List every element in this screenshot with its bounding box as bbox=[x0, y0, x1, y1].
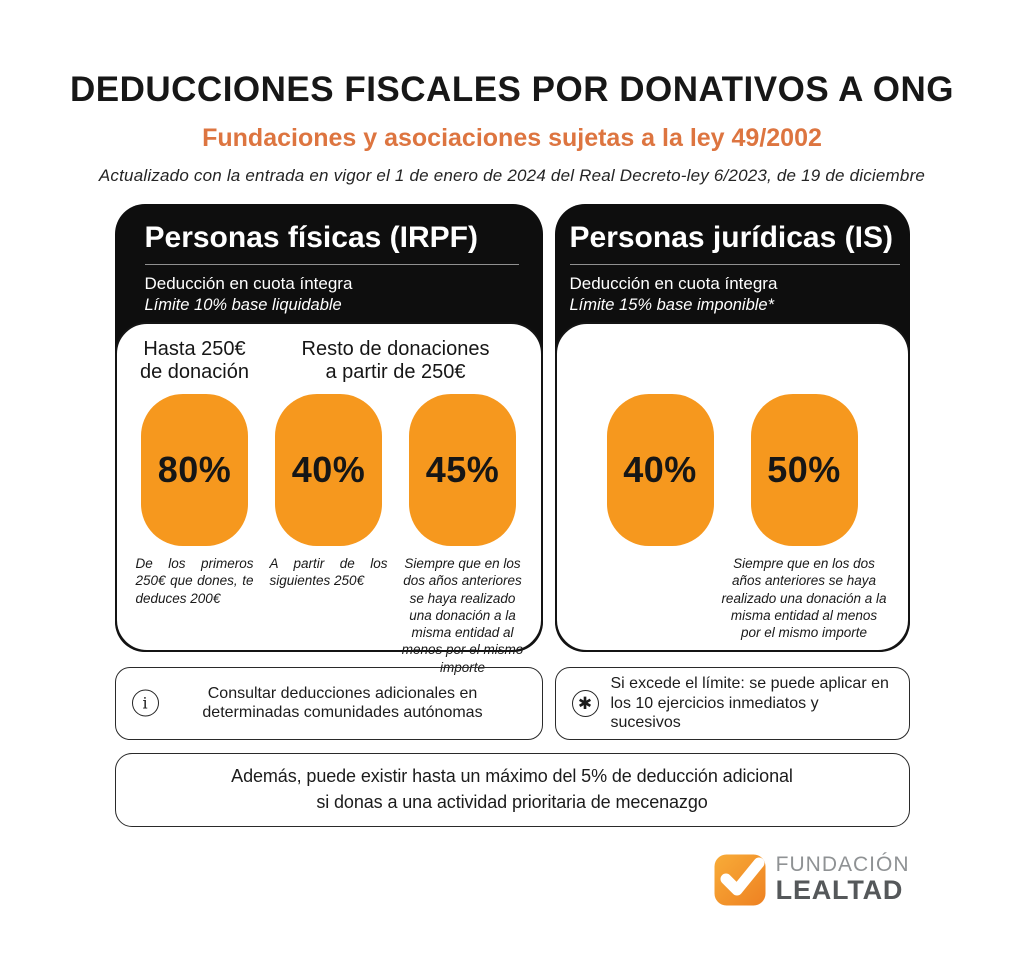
pill-50-value: 50% bbox=[767, 449, 841, 490]
note-limit-text: Si excede el límite: se puede aplicar en… bbox=[610, 675, 889, 732]
pill-45: 45% bbox=[409, 394, 516, 546]
logo-line1: FUNDACIÓN bbox=[775, 853, 910, 877]
note-regional-deductions: i Consultar deducciones adicionales en d… bbox=[114, 667, 543, 740]
card-personas-juridicas: Personas jurídicas (IS) Deducción en cuo… bbox=[554, 204, 910, 652]
info-icon: i bbox=[131, 689, 159, 717]
logo-line2: LEALTAD bbox=[775, 875, 904, 906]
pill-40-is-value: 40% bbox=[623, 449, 697, 490]
cards-row: Personas físicas (IRPF) Deducción en cuo… bbox=[114, 204, 910, 675]
card-is-limit: Límite 15% base imponible* bbox=[569, 296, 775, 314]
pill-50-note: Siempre que en los dos años anteriores s… bbox=[721, 556, 887, 641]
asterisk-icon: ✱ bbox=[571, 689, 599, 717]
notes-row: i Consultar deducciones adicionales en d… bbox=[114, 667, 910, 740]
logo: FUNDACIÓN LEALTAD bbox=[115, 854, 910, 906]
pill-45-note: Siempre que en los dos años anteriores s… bbox=[401, 556, 524, 675]
card-irpf-title: Personas físicas (IRPF) bbox=[144, 221, 519, 265]
card-personas-fisicas: Personas físicas (IRPF) Deducción en cuo… bbox=[114, 204, 543, 675]
header: DEDUCCIONES FISCALES POR DONATIVOS A ONG… bbox=[0, 0, 1024, 186]
page-subtitle: Fundaciones y asociaciones sujetas a la … bbox=[202, 124, 822, 152]
pill-45-value: 45% bbox=[425, 449, 500, 490]
pill-40-irpf-note: A partir de los siguientes 250€ bbox=[269, 556, 388, 589]
card-is-title: Personas jurídicas (IS) bbox=[569, 221, 900, 265]
note-regional-text: Consultar deducciones adicionales en det… bbox=[202, 684, 483, 722]
main-content: Personas físicas (IRPF) Deducción en cuo… bbox=[114, 204, 910, 906]
card-is-header: Personas jurídicas (IS) Deducción en cuo… bbox=[555, 204, 910, 315]
pill-50: 50% bbox=[750, 394, 858, 546]
check-icon bbox=[714, 854, 766, 906]
note-limit-carryover: ✱ Si excede el límite: se puede aplicar … bbox=[554, 667, 910, 740]
pill-40-irpf-value: 40% bbox=[291, 449, 366, 490]
additional-deduction-box: Además, puede existir hasta un máximo de… bbox=[114, 752, 910, 827]
column-header-hasta-250: Hasta 250€ de donación bbox=[140, 338, 249, 383]
card-irpf-body: Hasta 250€ de donación Resto de donacion… bbox=[114, 322, 543, 675]
card-irpf-limit: Límite 10% base liquidable bbox=[144, 296, 342, 314]
spacer bbox=[601, 338, 863, 392]
pill-40-is: 40% bbox=[606, 394, 714, 546]
card-is-body: 40% 50% Siempre que en los dos años ante… bbox=[554, 322, 910, 652]
additional-deduction-text: Además, puede existir hasta un máximo de… bbox=[231, 766, 793, 812]
card-is-subtitle: Deducción en cuota íntegra bbox=[569, 274, 778, 293]
pill-80-note: De los primeros 250€ que dones, te deduc… bbox=[135, 556, 254, 606]
update-note: Actualizado con la entrada en vigor el 1… bbox=[98, 166, 926, 185]
pill-80-value: 80% bbox=[157, 449, 232, 490]
card-irpf-subtitle: Deducción en cuota íntegra bbox=[144, 274, 353, 293]
pill-80: 80% bbox=[141, 394, 248, 546]
card-irpf-header: Personas físicas (IRPF) Deducción en cuo… bbox=[115, 204, 543, 315]
logo-text: FUNDACIÓN LEALTAD bbox=[775, 853, 910, 906]
column-header-resto: Resto de donaciones a partir de 250€ bbox=[301, 338, 490, 383]
pill-40-irpf: 40% bbox=[275, 394, 382, 546]
page-title: DEDUCCIONES FISCALES POR DONATIVOS A ONG bbox=[69, 70, 955, 109]
